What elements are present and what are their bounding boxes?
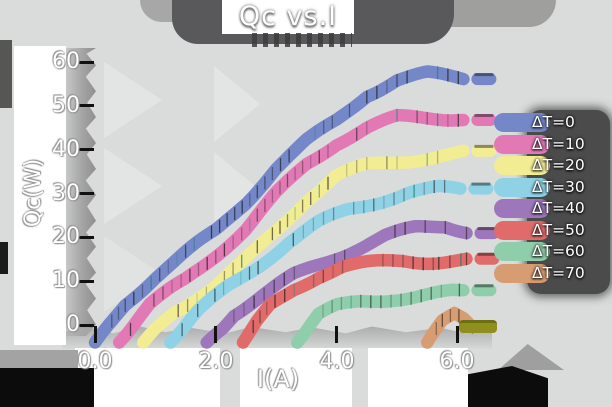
watermark-triangle	[104, 148, 162, 224]
y-tick-mark	[79, 104, 94, 107]
series-ΔT=10	[112, 108, 497, 349]
y-tick-mark	[79, 280, 94, 283]
y-tick-label: 30	[52, 181, 80, 206]
legend-item: ΔT=10	[494, 134, 612, 156]
edge-shadow	[0, 242, 8, 274]
legend-item: ΔT=60	[494, 241, 612, 263]
y-tick-label: 0	[66, 312, 80, 337]
y-tick-label: 60	[52, 49, 80, 74]
series-ΔT=50	[236, 252, 500, 349]
series-end-cap	[471, 114, 497, 126]
legend-label: ΔT=20	[532, 156, 585, 174]
series-end-cap	[471, 144, 497, 157]
y-tick-mark	[79, 324, 94, 327]
y-tick-label: 10	[52, 268, 80, 293]
legend-swatch	[494, 134, 550, 154]
y-tick-label: 20	[52, 224, 80, 249]
legend-swatch	[494, 263, 550, 283]
edge-shadow	[0, 40, 12, 108]
legend-item: ΔT=40	[494, 198, 612, 220]
series-ΔT=60	[291, 283, 497, 349]
series-end-cap	[474, 252, 500, 265]
legend-label: ΔT=0	[532, 113, 575, 131]
legend: ΔT=0 ΔT=10 ΔT=20 ΔT=30 ΔT=40 ΔT=50 ΔT=60 ΔT=70	[494, 112, 612, 284]
series-ΔT=40	[200, 220, 500, 349]
legend-item: ΔT=70	[494, 263, 612, 285]
y-tick-label: 50	[52, 93, 80, 118]
legend-swatch	[494, 177, 550, 197]
legend-item: ΔT=0	[494, 112, 612, 134]
series-end-cap	[471, 284, 497, 297]
x-axis-label: I(A)	[256, 365, 300, 393]
series-ΔT=30	[164, 179, 494, 349]
legend-label: ΔT=70	[532, 263, 585, 282]
corner-shadow-blob	[0, 368, 94, 407]
y-tick-mark	[79, 236, 94, 239]
y-tick-mark	[79, 192, 94, 195]
x-labels-panel	[75, 348, 220, 407]
legend-label: ΔT=50	[532, 220, 585, 239]
y-tick-label: 40	[52, 137, 80, 162]
x-tick-mark	[456, 326, 459, 343]
x-tick-mark	[214, 326, 217, 343]
x-tick-label: 2.0	[198, 349, 234, 374]
legend-swatch	[494, 156, 550, 175]
series-end-cap	[471, 73, 497, 86]
olive-end-cap	[459, 320, 497, 333]
y-labels-panel	[14, 46, 66, 345]
series-end-cap	[474, 227, 500, 240]
title-background-box	[222, 0, 354, 34]
x-tick-label: 4.0	[319, 349, 355, 374]
legend-swatch	[494, 242, 550, 261]
title-shadow-notches	[252, 33, 352, 47]
legend-item: ΔT=30	[494, 177, 612, 199]
x-labels-panel	[240, 348, 352, 407]
legend-swatch	[494, 220, 550, 240]
legend-label: ΔT=60	[532, 242, 585, 260]
y-axis-label: Qc(W)	[21, 158, 46, 228]
legend-label: ΔT=40	[532, 199, 585, 217]
series-ΔT=0	[88, 65, 497, 349]
x-labels-panel	[368, 348, 468, 407]
legend-item: ΔT=50	[494, 220, 612, 242]
x-tick-mark	[94, 326, 97, 343]
chart-title: Qc vs.I	[238, 1, 338, 32]
legend-item: ΔT=20	[494, 155, 612, 177]
shadow-patch	[0, 350, 78, 370]
legend-swatch	[494, 113, 550, 132]
watermark-triangle	[214, 66, 260, 142]
legend-label: ΔT=10	[532, 134, 585, 153]
y-tick-mark	[79, 61, 94, 64]
legend-label: ΔT=30	[532, 177, 585, 196]
watermark-triangle	[104, 62, 162, 138]
y-tick-mark	[79, 148, 94, 151]
series-end-cap	[468, 182, 494, 195]
x-tick-mark	[335, 326, 338, 343]
x-tick-label: 6.0	[439, 349, 475, 374]
legend-swatch	[494, 199, 550, 218]
x-tick-label: 0.0	[77, 349, 113, 374]
